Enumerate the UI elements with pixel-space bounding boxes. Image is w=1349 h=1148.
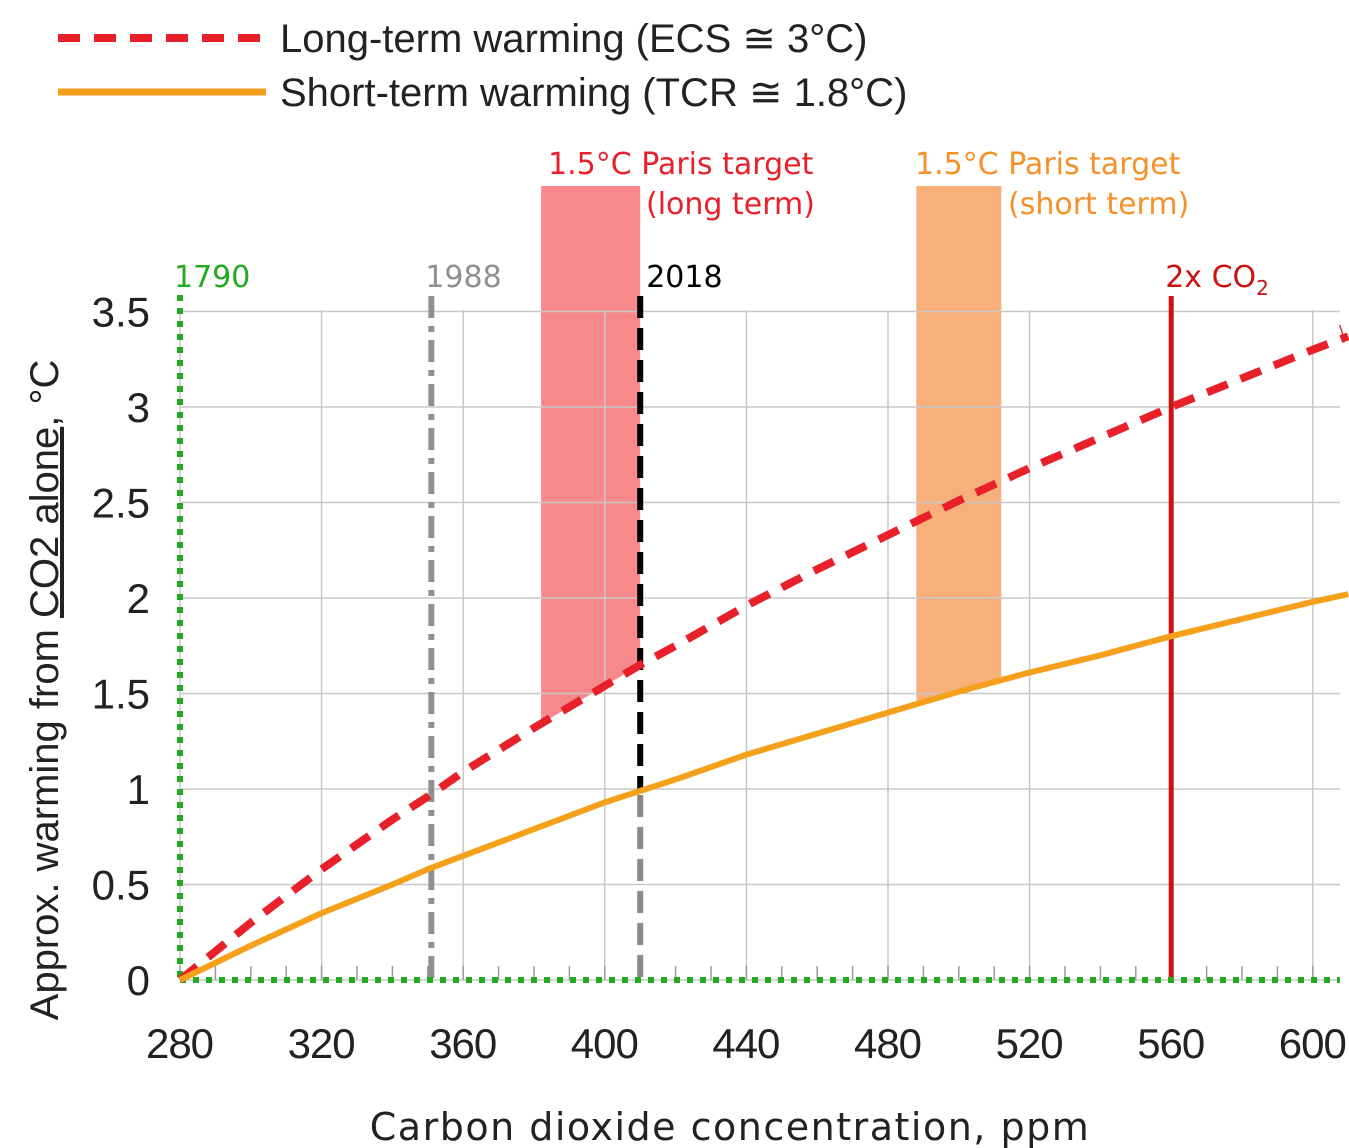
x-tick-label-280: 280 xyxy=(146,1020,214,1067)
paris-target-bands xyxy=(541,186,1002,724)
x-tick-label-520: 520 xyxy=(996,1020,1064,1067)
chart-labels: 1.5°C Paris target (long term) 1.5°C Paris… xyxy=(23,147,1346,1148)
paris-band-label-title: 1.5°C Paris target xyxy=(548,147,814,182)
x-tick-label-480: 480 xyxy=(854,1020,922,1067)
series-line-long-term xyxy=(177,332,1349,984)
paris-band-label-title: 1.5°C Paris target xyxy=(915,147,1181,182)
series-line-short-term xyxy=(178,591,1349,983)
y-axis-label: Approx. warming from CO2 alone, °C xyxy=(23,360,67,1021)
x-tick-label-360: 360 xyxy=(429,1020,497,1067)
marker-2018-label: 2018 xyxy=(646,260,722,295)
x-axis-label: Carbon dioxide concentration, ppm xyxy=(370,1105,1090,1148)
paris-band-short-term xyxy=(916,186,1002,705)
y-tick-label-0: 0 xyxy=(127,957,150,1004)
series-lines xyxy=(177,332,1349,984)
y-tick-label-2: 2 xyxy=(127,575,150,622)
tick-labels: 280 320 360 400 440 480 520 560 600 0 0.5 1 1.5 2 2.5 3… xyxy=(92,289,1347,1068)
marker-2xco-label-subscript: 2 xyxy=(1256,276,1269,300)
legend: Long-term warming (ECS ≅ 3°C) Short-term … xyxy=(58,17,907,115)
y-tick-label-2-5: 2.5 xyxy=(92,480,150,527)
legend-label-short-term: Short-term warming (TCR ≅ 1.8°C) xyxy=(280,71,907,115)
y-tick-label-3-5: 3.5 xyxy=(92,289,150,336)
legend-label-long-term: Long-term warming (ECS ≅ 3°C) xyxy=(280,17,867,61)
paris-band-long-term xyxy=(541,186,641,724)
x-tick-label-560: 560 xyxy=(1137,1020,1205,1067)
y-axis-label-part-0: Approx. warming from xyxy=(23,618,67,1020)
paris-band-label-sub: (long term) xyxy=(646,187,815,222)
marker-2xco-label: 2x CO2 xyxy=(1165,260,1269,300)
x-tick-label-400: 400 xyxy=(571,1020,639,1067)
y-axis-label-part-2: , °C xyxy=(23,360,67,427)
x-tick-label-320: 320 xyxy=(288,1020,356,1067)
clip-mark: \ xyxy=(1339,322,1346,343)
x-tick-label-440: 440 xyxy=(712,1020,780,1067)
y-tick-label-1-5: 1.5 xyxy=(92,671,150,718)
y-tick-label-1: 1 xyxy=(127,766,150,813)
marker-1790-label: 1790 xyxy=(174,260,250,295)
y-axis-label-part-1: CO2 alone xyxy=(23,427,67,618)
paris-band-label-sub: (short term) xyxy=(1008,187,1189,222)
grid xyxy=(179,310,1340,981)
y-tick-label-3: 3 xyxy=(127,384,150,431)
x-tick-label-600: 600 xyxy=(1279,1020,1347,1067)
marker-1988-label: 1988 xyxy=(425,260,501,295)
y-tick-label-0-5: 0.5 xyxy=(92,862,150,909)
